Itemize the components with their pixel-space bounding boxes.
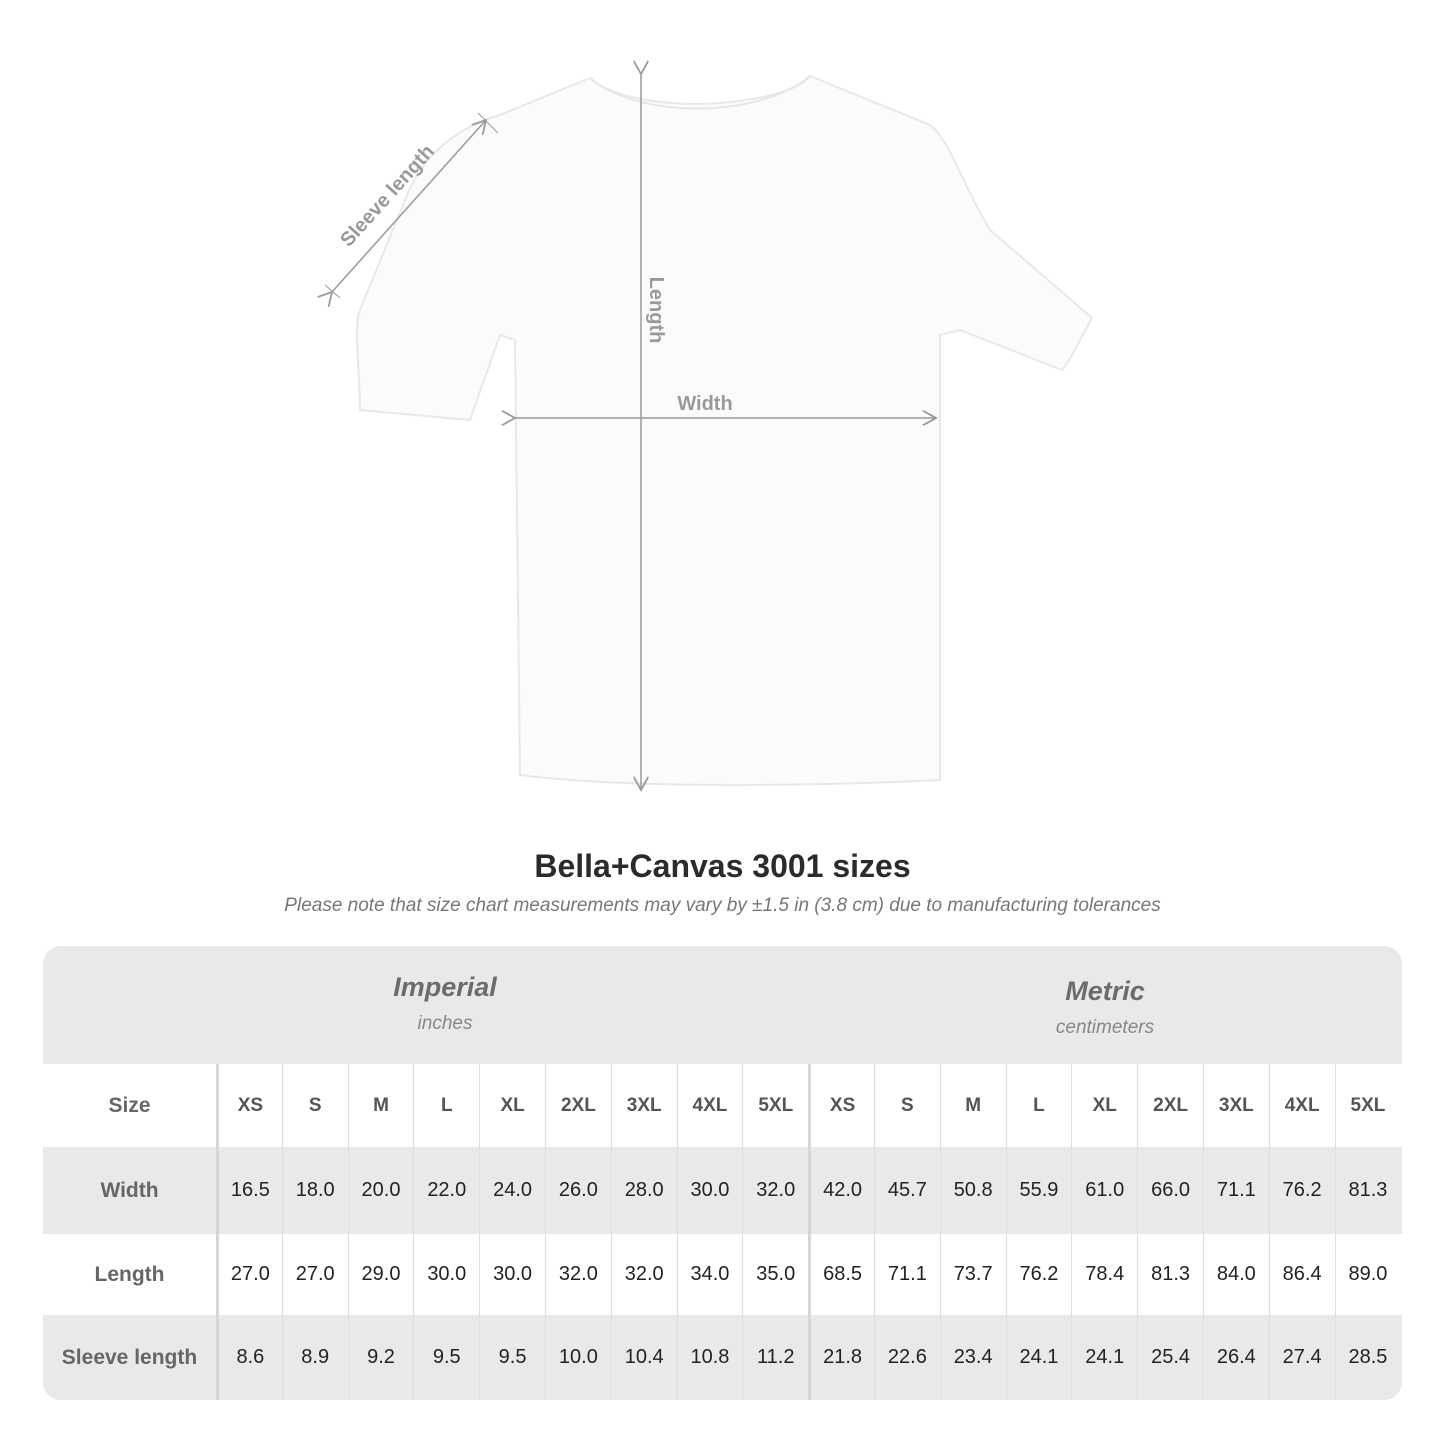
metric-value-cell: 76.2 xyxy=(1268,1147,1335,1234)
size-header-cell: L xyxy=(413,1064,479,1147)
imperial-value-cell: 9.5 xyxy=(413,1315,479,1400)
row-label: Width xyxy=(100,1178,159,1202)
metric-value-cell: 55.9 xyxy=(1005,1147,1072,1234)
metric-value-cell: 21.8 xyxy=(808,1315,874,1400)
metric-value-cell: 24.1 xyxy=(1005,1315,1072,1400)
metric-value-cell: 26.4 xyxy=(1202,1315,1269,1400)
imperial-value-cell: 32.0 xyxy=(610,1234,677,1315)
metric-value-cell: 28.5 xyxy=(1334,1315,1401,1400)
imperial-value-cell: 8.9 xyxy=(281,1315,348,1400)
metric-value-cell: 76.2 xyxy=(1005,1234,1072,1315)
row-label: Sleeve length xyxy=(61,1345,198,1369)
imperial-value-cell: 26.0 xyxy=(544,1147,611,1234)
size-header-cell: 2XL xyxy=(1137,1064,1203,1147)
metric-value-cell: 68.5 xyxy=(808,1234,874,1315)
imperial-value-cell: 18.0 xyxy=(281,1147,348,1234)
imperial-value-cell: 34.0 xyxy=(676,1234,743,1315)
table-row: Sleeve length 8.6 8.9 9.2 9.5 9.5 10.0 10.4 10.8… xyxy=(43,1315,1402,1400)
table-row: Length 27.0 27.0 29.0 30.0 30.0 32.0 32.0 34.0 35… xyxy=(43,1234,1402,1315)
width-label: Width xyxy=(677,393,732,415)
metric-unit: centimeters xyxy=(1055,1017,1155,1038)
metric-header: Metric centimeters xyxy=(808,946,1402,1094)
metric-value-cell: 81.3 xyxy=(1137,1234,1203,1315)
metric-value-cell: 86.4 xyxy=(1268,1234,1335,1315)
metric-value-cell: 78.4 xyxy=(1071,1234,1137,1315)
metric-value-cell: 73.7 xyxy=(939,1234,1006,1315)
metric-value-cell: 71.1 xyxy=(873,1234,940,1315)
imperial-value-cell: 9.2 xyxy=(347,1315,414,1400)
size-header-cell: 4XL xyxy=(676,1064,743,1147)
tolerance-note: Please note that size chart measurements… xyxy=(284,895,1161,916)
size-header-cell: 3XL xyxy=(610,1064,677,1147)
metric-value-cell: 24.1 xyxy=(1071,1315,1137,1400)
imperial-value-cell: 27.0 xyxy=(281,1234,348,1315)
size-header-cell: 5XL xyxy=(1334,1064,1401,1147)
imperial-value-cell: 32.0 xyxy=(544,1234,611,1315)
imperial-header: Imperial inches xyxy=(216,946,674,1090)
size-header-cell: 2XL xyxy=(544,1064,611,1147)
metric-value-cell: 71.1 xyxy=(1202,1147,1269,1234)
imperial-value-cell: 27.0 xyxy=(216,1234,282,1315)
size-header-cell: XS xyxy=(216,1064,282,1147)
metric-value-cell: 66.0 xyxy=(1137,1147,1203,1234)
imperial-value-cell: 30.0 xyxy=(413,1234,479,1315)
imperial-value-cell: 22.0 xyxy=(413,1147,479,1234)
imperial-value-cell: 8.6 xyxy=(216,1315,282,1400)
row-label: Size xyxy=(108,1093,151,1117)
metric-value-cell: 50.8 xyxy=(939,1147,1006,1234)
imperial-value-cell: 30.0 xyxy=(479,1234,545,1315)
imperial-value-cell: 9.5 xyxy=(479,1315,545,1400)
metric-value-cell: 23.4 xyxy=(939,1315,1006,1400)
length-label: Length xyxy=(645,277,667,344)
imperial-value-cell: 10.8 xyxy=(676,1315,743,1400)
imperial-title: Imperial xyxy=(393,972,497,1002)
size-header-cell: XS xyxy=(808,1064,874,1147)
size-header-cell: M xyxy=(939,1064,1006,1147)
page-title: Bella+Canvas 3001 sizes xyxy=(534,848,911,884)
imperial-value-cell: 20.0 xyxy=(347,1147,414,1234)
size-header-cell: S xyxy=(281,1064,348,1147)
tshirt-shape xyxy=(356,74,1094,786)
metric-value-cell: 89.0 xyxy=(1334,1234,1401,1315)
imperial-value-cell: 10.0 xyxy=(544,1315,611,1400)
imperial-value-cell: 24.0 xyxy=(479,1147,545,1234)
imperial-value-cell: 11.2 xyxy=(742,1315,808,1400)
imperial-value-cell: 30.0 xyxy=(676,1147,743,1234)
size-header-cell: 5XL xyxy=(742,1064,808,1147)
metric-value-cell: 22.6 xyxy=(873,1315,940,1400)
size-header-cell: L xyxy=(1005,1064,1072,1147)
size-header-cell: XL xyxy=(479,1064,545,1147)
imperial-value-cell: 10.4 xyxy=(610,1315,677,1400)
row-label: Length xyxy=(94,1262,165,1286)
metric-value-cell: 81.3 xyxy=(1334,1147,1401,1234)
imperial-value-cell: 32.0 xyxy=(742,1147,808,1234)
metric-value-cell: 45.7 xyxy=(873,1147,940,1234)
metric-value-cell: 27.4 xyxy=(1268,1315,1335,1400)
metric-value-cell: 84.0 xyxy=(1202,1234,1269,1315)
size-table: Imperial inches Metric centimeters Size X… xyxy=(43,946,1402,1400)
imperial-value-cell: 35.0 xyxy=(742,1234,808,1315)
size-header-cell: XL xyxy=(1071,1064,1137,1147)
metric-value-cell: 25.4 xyxy=(1137,1315,1203,1400)
size-header-row: Size XS S M L XL 2XL 3XL 4XL 5XL XS S M L XL 2XL 3XL 4XL 5… xyxy=(43,1064,1402,1147)
table-row: Width 16.5 18.0 20.0 22.0 24.0 26.0 28.0 30.0 32.… xyxy=(43,1147,1402,1234)
size-header-cell: M xyxy=(347,1064,414,1147)
sleeve-measure-line xyxy=(332,120,486,292)
imperial-value-cell: 16.5 xyxy=(216,1147,282,1234)
metric-value-cell: 42.0 xyxy=(808,1147,874,1234)
size-header-cell: S xyxy=(873,1064,940,1147)
imperial-unit: inches xyxy=(417,1013,473,1034)
metric-title: Metric xyxy=(1065,976,1145,1006)
imperial-value-cell: 29.0 xyxy=(347,1234,414,1315)
imperial-value-cell: 28.0 xyxy=(610,1147,677,1234)
tshirt-diagram: Sleeve length Length Width xyxy=(0,0,1094,820)
size-header-cell: 3XL xyxy=(1202,1064,1269,1147)
metric-value-cell: 61.0 xyxy=(1071,1147,1137,1234)
size-header-cell: 4XL xyxy=(1268,1064,1335,1147)
